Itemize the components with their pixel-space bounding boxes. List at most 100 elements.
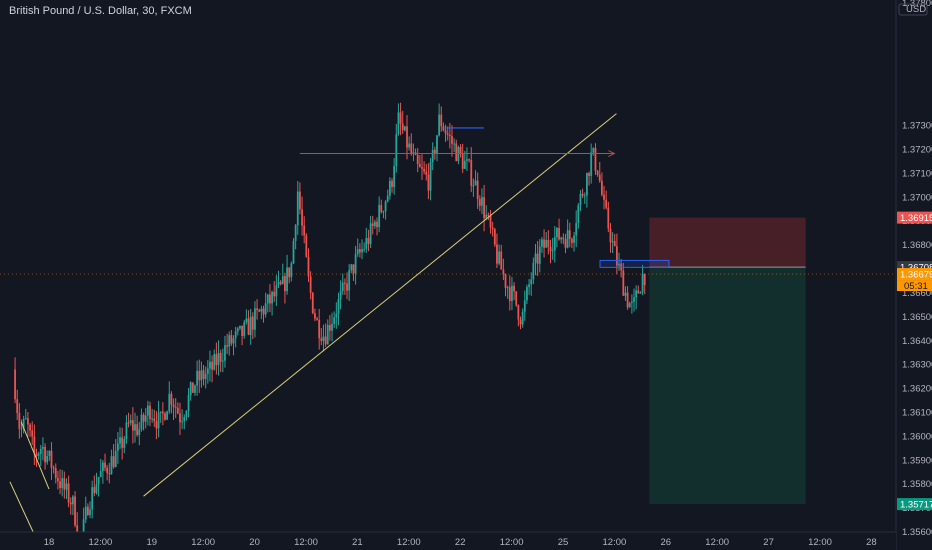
candle (466, 147, 468, 171)
candle (39, 444, 42, 467)
candle-body (633, 297, 635, 302)
candle (571, 237, 573, 249)
candle-body (181, 421, 184, 423)
candle (478, 195, 481, 212)
candle-body (598, 174, 601, 181)
candle (618, 252, 620, 271)
candle-body (551, 250, 554, 252)
candle (258, 308, 261, 313)
candle (273, 281, 276, 302)
candle-body (438, 114, 441, 136)
candle (577, 203, 580, 229)
candle-body (354, 254, 357, 274)
candle (292, 238, 295, 265)
candle-body (508, 287, 511, 302)
candle (112, 444, 115, 469)
candle (399, 102, 402, 136)
candle-body (303, 225, 306, 236)
candle-body (401, 123, 404, 131)
candle-body (365, 237, 368, 249)
candle-body (140, 414, 143, 430)
candle-body (296, 191, 299, 226)
candle (605, 190, 608, 210)
price-tick-label: 1.37000 (902, 192, 932, 203)
candle (395, 123, 398, 173)
candle (320, 328, 323, 346)
candle-body (459, 146, 462, 154)
candle-body (249, 316, 252, 335)
candle-body (395, 134, 398, 167)
candle (500, 244, 503, 270)
time-tick-label: 12:00 (397, 537, 421, 548)
candle (506, 285, 509, 299)
candle (46, 450, 49, 465)
candle-body (29, 424, 31, 431)
candle (341, 273, 344, 295)
candle (487, 212, 490, 220)
candle (174, 398, 177, 419)
candle (472, 178, 475, 197)
candle (42, 437, 44, 461)
candle-body (341, 282, 344, 292)
candle (63, 471, 66, 499)
candle-body (361, 249, 363, 253)
candle-body (461, 153, 464, 169)
candle-body (245, 318, 248, 323)
candle (101, 460, 104, 484)
candle (635, 285, 638, 310)
candle-body (412, 152, 415, 154)
candle (397, 103, 400, 136)
candle (633, 288, 635, 312)
candle-body (142, 414, 145, 422)
candle (598, 161, 601, 183)
candle-body (69, 502, 72, 505)
candle (22, 415, 25, 434)
candle (67, 475, 70, 508)
candle (213, 349, 216, 371)
candle (281, 263, 284, 285)
candle-body (191, 382, 194, 393)
candle-body (626, 292, 629, 308)
candle-body (339, 291, 342, 300)
candle (611, 232, 614, 254)
candle (204, 366, 207, 389)
candle-body (455, 143, 458, 162)
candle (408, 136, 411, 151)
candle (219, 349, 222, 373)
candle (363, 242, 366, 253)
candle (403, 125, 406, 132)
candle (262, 305, 265, 323)
candle (624, 286, 627, 301)
candle (356, 238, 359, 257)
candle (84, 496, 87, 523)
candle (626, 286, 629, 310)
candle-body (121, 437, 124, 448)
candle (603, 185, 605, 210)
candle (388, 177, 391, 200)
candle-body (97, 476, 100, 485)
candle-body (643, 273, 646, 286)
candle-body (301, 209, 303, 226)
candle (189, 381, 192, 401)
candle (538, 239, 541, 273)
candle-body (466, 159, 468, 161)
candle (206, 360, 209, 384)
candle-body (50, 450, 53, 468)
candle-body (517, 305, 520, 320)
candle-body (641, 273, 644, 293)
candle-body (547, 240, 550, 248)
candle (50, 442, 53, 480)
candle-body (187, 395, 190, 412)
candle-body (568, 230, 571, 239)
candle (322, 324, 325, 352)
candle (116, 432, 119, 464)
candle-body (264, 303, 267, 315)
candle-body (67, 483, 70, 503)
candle (504, 273, 507, 297)
candle-body (423, 168, 426, 172)
candle-body (588, 173, 590, 176)
price-tick-label: 1.35800 (902, 479, 932, 490)
price-tag-box (897, 211, 932, 224)
candle-body (472, 185, 475, 187)
